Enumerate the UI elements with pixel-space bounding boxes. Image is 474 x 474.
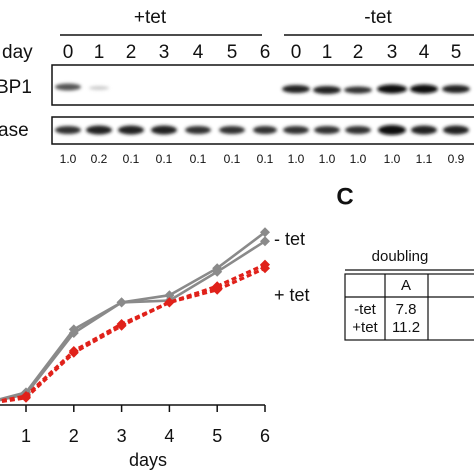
ratio-label: 1.0: [288, 152, 305, 166]
data-point: [212, 284, 223, 295]
series-line: [0, 240, 266, 402]
data-point: [212, 266, 223, 277]
table-cell: -tet: [354, 301, 377, 318]
ratio-label: 1.0: [60, 152, 77, 166]
annotation: - tet: [274, 229, 305, 249]
blot-bands: [55, 83, 470, 135]
day-label: 1: [94, 42, 105, 63]
data-point: [116, 320, 127, 331]
ratio-label: 0.1: [190, 152, 207, 166]
day-label: 0: [291, 42, 302, 63]
ratio-label: 0.1: [224, 152, 241, 166]
day-label: 3: [387, 42, 398, 63]
x-tick-label: 1: [21, 426, 31, 446]
day-label: 1: [322, 42, 333, 63]
table-header: A: [401, 277, 411, 294]
day-label: 6: [260, 42, 271, 63]
day-label: 4: [193, 42, 204, 63]
ratio-label: 0.2: [91, 152, 108, 166]
x-tick-label: 5: [212, 426, 222, 446]
ratio-label: 0.9: [448, 152, 465, 166]
day-label: 0: [63, 42, 74, 63]
table-cell: 7.8: [396, 301, 417, 318]
data-point: [260, 227, 270, 238]
data-point: [260, 236, 270, 247]
day-label: 2: [126, 42, 137, 63]
series-line: [0, 266, 266, 404]
data-point: [164, 297, 175, 308]
lane-label: BP1: [0, 77, 32, 98]
day-label: 4: [419, 42, 430, 63]
ratio-label: 0.1: [123, 152, 140, 166]
day-label: 3: [159, 42, 170, 63]
ratio-label: 1.0: [350, 152, 367, 166]
data-point: [21, 392, 31, 403]
data-point: [68, 328, 79, 338]
blot-panel: [51, 64, 474, 106]
table-border: [344, 273, 474, 341]
data-point: [260, 263, 270, 274]
table-cell: 11.2: [392, 319, 420, 336]
ratio-label: 1.1: [416, 152, 433, 166]
lane-label: ase: [0, 120, 29, 141]
x-tick-label: 6: [260, 426, 270, 446]
panel-label: C: [336, 183, 353, 210]
day-label: 5: [451, 42, 462, 63]
group-label: +tet: [134, 7, 167, 28]
data-point: [68, 347, 79, 358]
table-title: doubling: [372, 248, 429, 265]
ratio-label: 1.0: [384, 152, 401, 166]
group-label: -tet: [364, 7, 392, 28]
x-axis-label: days: [129, 450, 167, 470]
annotation: + tet: [274, 285, 310, 305]
ratio-label: 0.1: [257, 152, 274, 166]
row-label: day: [2, 42, 33, 63]
x-tick-label: 4: [164, 426, 174, 446]
x-tick-label: 2: [69, 426, 79, 446]
data-point: [116, 297, 127, 308]
day-label: 2: [353, 42, 364, 63]
series-line: [0, 231, 266, 401]
ratio-label: 1.0: [319, 152, 336, 166]
day-label: 5: [227, 42, 238, 63]
ratio-label: 0.1: [156, 152, 173, 166]
plot: [0, 227, 270, 412]
x-tick-label: 3: [117, 426, 127, 446]
table-cell: +tet: [352, 319, 378, 336]
